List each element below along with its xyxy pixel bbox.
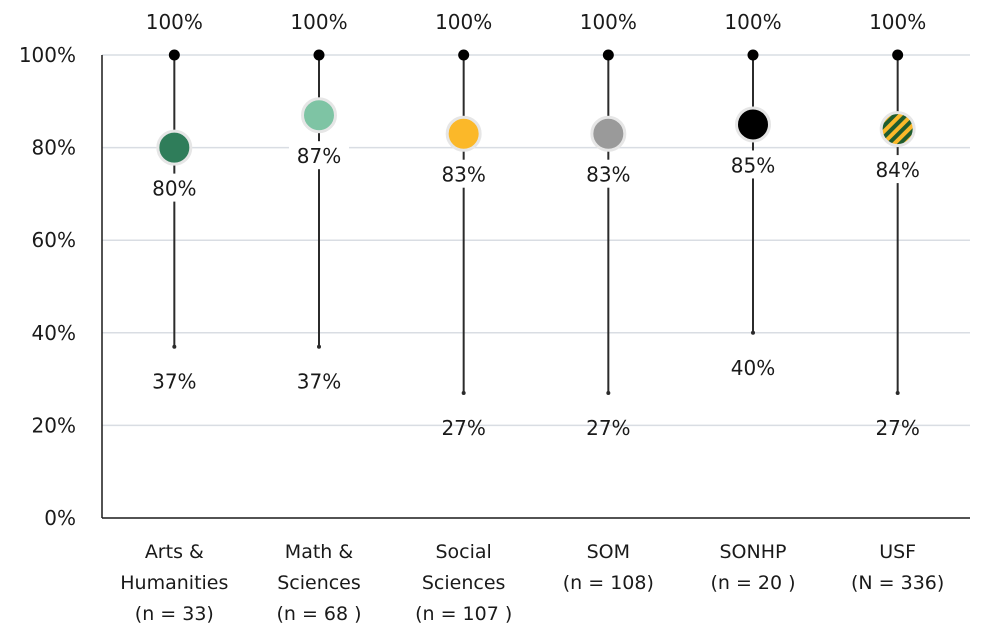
- mean-label: 80%: [152, 177, 196, 201]
- series: 100% 80% 37% 100% 87% 37% 100% 83% 27% 100% 83% 27%…: [144, 10, 928, 440]
- mean-label: 83%: [586, 163, 630, 187]
- category-label-line: Social: [435, 541, 491, 563]
- mean-label: 85%: [731, 153, 775, 177]
- max-label: 100%: [580, 10, 637, 34]
- category-label: Math & Sciences (n = 68 ): [276, 541, 361, 625]
- category-label-line: Humanities: [120, 572, 228, 594]
- min-point: [895, 390, 900, 395]
- mean-label-bg: [289, 141, 349, 170]
- min-label: 27%: [875, 416, 919, 440]
- max-label: 100%: [869, 10, 926, 34]
- mean-point: [735, 106, 771, 143]
- max-label: 100%: [435, 10, 492, 34]
- category-label-line: (n = 20 ): [710, 572, 795, 594]
- mean-label: 83%: [441, 163, 485, 187]
- category-label-line: (n = 107 ): [415, 603, 512, 625]
- category-label-line: SONHP: [720, 541, 787, 563]
- min-point: [317, 344, 321, 349]
- category-group: 100% 83% 27%: [433, 10, 494, 440]
- min-label: 27%: [586, 416, 630, 440]
- y-tick-label: 80%: [32, 136, 76, 160]
- y-tick-label: 60%: [32, 228, 76, 252]
- min-label: 37%: [297, 370, 341, 394]
- max-label: 100%: [290, 10, 347, 34]
- y-tick-label: 0%: [44, 506, 76, 530]
- category-label-line: USF: [879, 541, 916, 563]
- category-label-line: (n = 68 ): [276, 603, 361, 625]
- category-label-line: (n = 108): [563, 572, 654, 594]
- category-group: 100% 87% 37%: [289, 10, 349, 394]
- mean-label-bg: [144, 173, 205, 202]
- category-group: 100% 83% 27%: [578, 10, 639, 440]
- category-label-line: (n = 33): [135, 603, 214, 625]
- mean-point: [301, 97, 337, 134]
- min-label: 27%: [441, 416, 485, 440]
- category-label: USF (N = 336): [851, 541, 944, 594]
- category-group: 100% 84% 27%: [867, 10, 928, 440]
- category-label: Social Sciences (n = 107 ): [415, 541, 512, 625]
- y-tick-label: 20%: [32, 413, 76, 437]
- min-point: [461, 390, 466, 395]
- axes: 0% 20% 40% 60% 80% 100%: [19, 43, 970, 530]
- category-labels: Arts & Humanities (n = 33) Math & Sciences (n…: [120, 541, 944, 625]
- category-group: 100% 80% 37%: [144, 10, 205, 394]
- min-label: 40%: [731, 356, 775, 380]
- mean-label: 84%: [875, 158, 919, 182]
- category-label-line: Arts &: [145, 541, 204, 563]
- mean-label-bg: [723, 150, 783, 179]
- mean-label-bg: [867, 155, 928, 184]
- max-point: [168, 49, 180, 61]
- category-label: SONHP (n = 20 ): [710, 541, 795, 594]
- max-point: [602, 49, 614, 61]
- mean-label: 87%: [297, 144, 341, 168]
- gridlines: [102, 54, 970, 427]
- y-tick-label: 40%: [32, 321, 76, 345]
- category-label-line: (N = 336): [851, 572, 944, 594]
- mean-point: [879, 111, 916, 148]
- y-tick-label: 100%: [19, 43, 76, 67]
- category-label-line: Math &: [285, 541, 354, 563]
- mean-label-bg: [578, 159, 639, 188]
- max-label: 100%: [146, 10, 203, 34]
- max-point: [747, 49, 759, 61]
- category-label: SOM (n = 108): [563, 541, 654, 594]
- category-group: 100% 85% 40%: [723, 10, 783, 380]
- category-label-line: Sciences: [422, 572, 506, 594]
- min-label: 37%: [152, 370, 196, 394]
- max-point: [458, 49, 470, 61]
- min-point: [172, 344, 177, 349]
- mean-point: [590, 115, 627, 152]
- max-label: 100%: [724, 10, 781, 34]
- mean-point: [445, 115, 482, 152]
- category-label-line: Sciences: [277, 572, 361, 594]
- category-label-line: SOM: [587, 541, 630, 563]
- min-point: [606, 390, 611, 395]
- mean-label-bg: [433, 159, 494, 188]
- category-label: Arts & Humanities (n = 33): [120, 541, 228, 625]
- max-point: [892, 49, 904, 61]
- max-point: [313, 49, 325, 61]
- mean-point: [156, 129, 193, 166]
- min-point: [751, 330, 755, 335]
